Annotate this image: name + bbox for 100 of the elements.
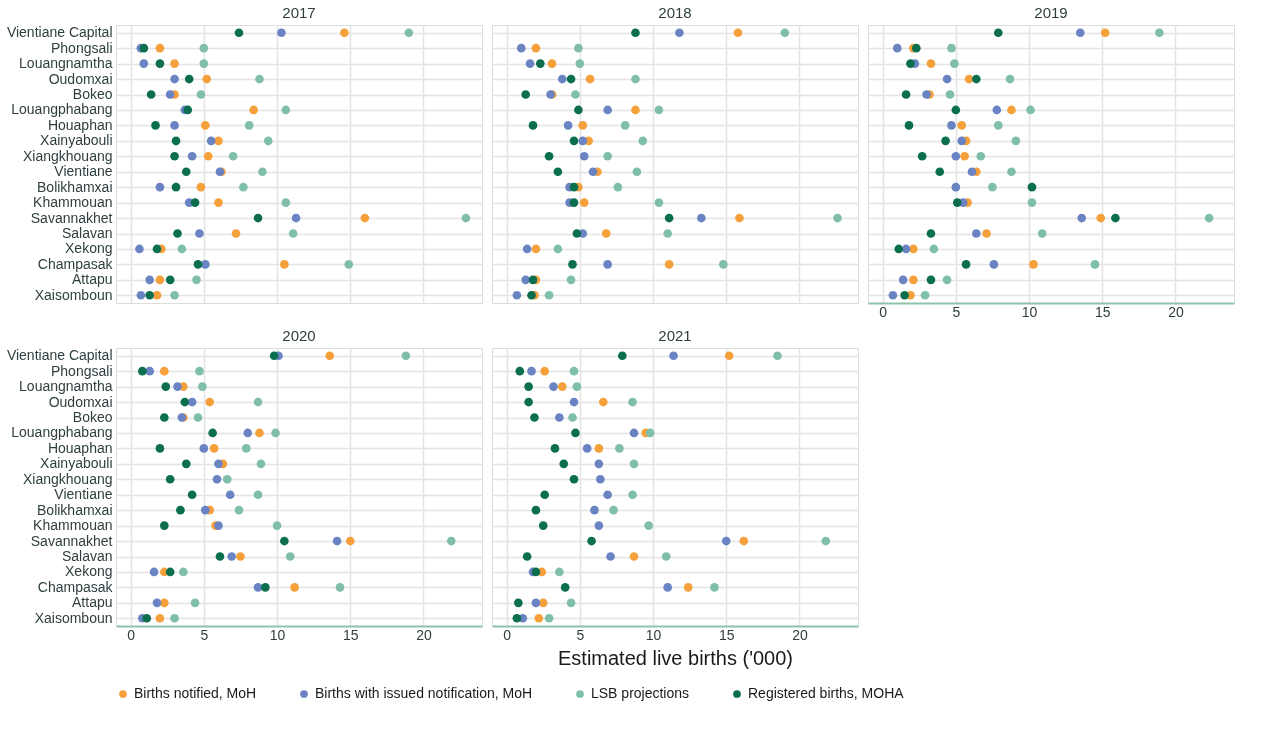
point: [208, 428, 217, 438]
point: [202, 74, 212, 84]
point: [664, 260, 674, 269]
point: [512, 613, 522, 623]
point: [904, 121, 914, 130]
point: [572, 382, 582, 391]
point: [200, 505, 210, 515]
point: [239, 182, 248, 192]
point: [241, 444, 251, 453]
point: [256, 459, 266, 469]
point: [553, 167, 563, 177]
point: [228, 151, 238, 161]
point: [926, 59, 936, 68]
point: [989, 260, 999, 269]
point: [258, 167, 267, 177]
point: [281, 105, 291, 115]
point: [198, 382, 207, 391]
x-tick-label: 15: [342, 626, 359, 643]
point: [531, 244, 541, 254]
point: [165, 275, 175, 285]
point: [151, 121, 160, 130]
y-tick-label: Xainyabouli: [40, 132, 113, 149]
point: [212, 474, 222, 484]
point: [594, 444, 604, 453]
y-tick-label: Xiangkhouang: [22, 470, 113, 487]
point: [344, 260, 354, 269]
point: [615, 444, 624, 453]
point: [155, 182, 165, 192]
y-tick-label: Salavan: [61, 548, 113, 564]
point: [514, 598, 523, 608]
point: [773, 351, 782, 361]
point: [200, 121, 210, 130]
point: [547, 59, 557, 68]
point: [535, 59, 545, 68]
point: [617, 351, 627, 361]
point: [522, 244, 532, 254]
point: [139, 59, 149, 68]
point: [568, 413, 577, 422]
point: [935, 167, 945, 177]
point: [654, 105, 664, 115]
point: [588, 167, 598, 177]
point: [926, 229, 936, 238]
point: [967, 167, 977, 177]
point: [170, 151, 179, 161]
point: [571, 90, 580, 99]
point: [161, 382, 171, 391]
point: [594, 459, 604, 469]
point: [177, 244, 187, 254]
point: [947, 43, 956, 53]
point: [947, 121, 956, 130]
x-tick-label: 5: [200, 626, 209, 643]
point: [579, 198, 589, 207]
point: [697, 213, 706, 223]
x-tick-label: 10: [269, 626, 286, 643]
point: [620, 121, 630, 130]
point: [155, 43, 165, 53]
point: [1155, 28, 1164, 38]
point: [631, 74, 640, 84]
x-tick-label: 5: [952, 303, 961, 320]
point: [603, 490, 612, 500]
point: [661, 552, 671, 561]
x-tick-label: 20: [416, 626, 432, 643]
point: [340, 28, 349, 38]
point: [271, 428, 280, 438]
point: [976, 151, 986, 161]
point: [173, 229, 182, 238]
point: [404, 28, 414, 38]
point: [942, 275, 952, 285]
y-tick-label: Savannakhet: [30, 209, 113, 226]
y-tick-label: Savannakhet: [30, 532, 113, 549]
point: [243, 428, 253, 438]
point: [596, 474, 605, 484]
y-tick-label: Phongsali: [51, 362, 113, 379]
point: [629, 459, 639, 469]
point: [280, 536, 289, 546]
legend-label: Registered births, MOHA: [748, 685, 905, 701]
point: [733, 28, 743, 38]
point: [549, 382, 558, 391]
point: [1011, 136, 1021, 146]
point: [203, 151, 213, 161]
y-tick-label: Attapu: [72, 594, 113, 611]
point: [195, 229, 204, 238]
point: [1026, 105, 1035, 115]
point: [900, 290, 909, 300]
point: [569, 198, 579, 207]
point: [249, 105, 258, 115]
y-tick-label: Phongsali: [51, 39, 113, 56]
point: [325, 351, 335, 361]
point: [159, 413, 169, 422]
y-tick-label: Vientiane: [54, 163, 113, 180]
y-tick-label: Houaphan: [47, 116, 113, 133]
x-tick-label: 10: [645, 626, 662, 643]
point: [516, 43, 526, 53]
point: [446, 536, 456, 546]
point: [214, 459, 223, 469]
point: [566, 275, 576, 285]
legend-label: Births notified, MoH: [134, 685, 257, 701]
x-tick-label: 15: [718, 626, 735, 643]
point: [199, 59, 209, 68]
x-tick-label: 0: [503, 626, 512, 643]
